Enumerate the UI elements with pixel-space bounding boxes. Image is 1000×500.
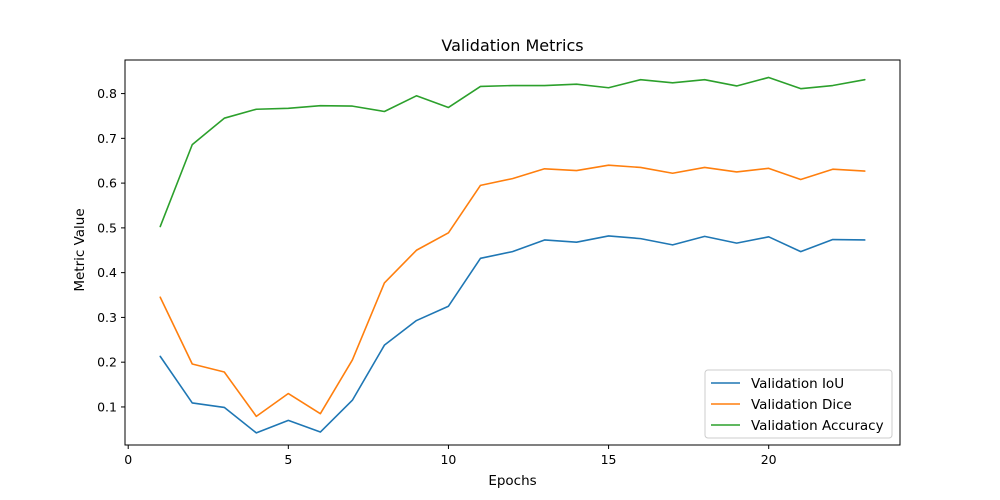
legend-box <box>704 369 893 439</box>
x-tick-label: 0 <box>124 452 132 467</box>
plot-frame <box>124 59 901 446</box>
y-tick-label: 0.8 <box>97 86 117 101</box>
y-tick-label: 0.5 <box>97 220 117 235</box>
axis-ticks: 0 5 10 15 20 0.1 0.2 0.3 0.4 0.5 0.6 0.7 0.8 <box>97 86 777 467</box>
series-line-2 <box>159 164 866 418</box>
legend-label: Validation Accuracy <box>751 418 884 434</box>
series-line-3 <box>159 76 866 228</box>
y-tick-label: 0.3 <box>97 310 117 325</box>
x-tick-label: 10 <box>440 452 456 467</box>
x-axis-label: Epochs <box>488 473 536 489</box>
legend-label: Validation IoU <box>751 376 844 392</box>
y-tick-label: 0.6 <box>97 176 117 191</box>
series-line-1 <box>159 235 866 434</box>
legend-label: Validation Dice <box>751 397 852 413</box>
series-lines <box>159 76 866 434</box>
y-tick-label: 0.2 <box>97 355 117 370</box>
legend: Validation IoU Validation Dice Validation … <box>704 369 893 439</box>
y-tick-label: 0.7 <box>97 131 117 146</box>
x-tick-label: 15 <box>601 452 617 467</box>
x-tick-label: 20 <box>761 452 777 467</box>
x-tick-label: 5 <box>284 452 292 467</box>
chart-title: Validation Metrics <box>441 36 583 55</box>
y-tick-label: 0.1 <box>97 399 117 414</box>
y-axis-label: Metric Value <box>72 208 88 291</box>
y-tick-label: 0.4 <box>97 265 117 280</box>
